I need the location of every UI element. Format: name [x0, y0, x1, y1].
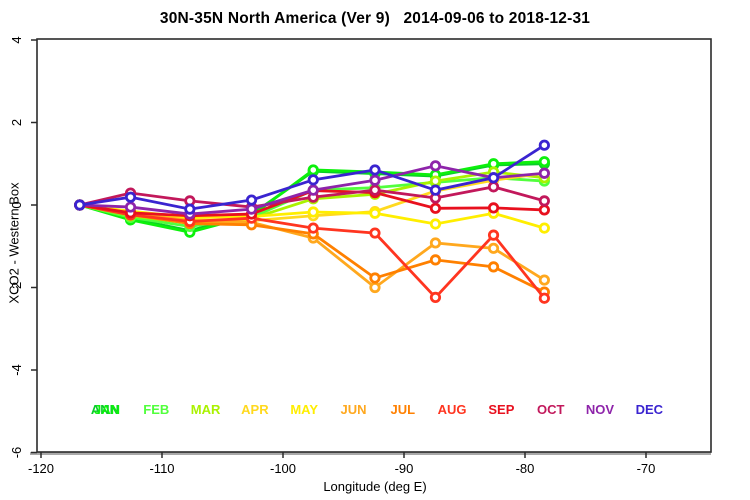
x-tick-label: -70	[637, 461, 656, 476]
y-tick-label: -4	[9, 364, 24, 376]
y-tick-label: -2	[9, 282, 24, 294]
marker-JUL	[487, 261, 500, 273]
marker-DEC	[538, 139, 550, 151]
legend-month-SEP: SEP	[488, 402, 514, 417]
x-tick-label: -120	[28, 461, 54, 476]
x-tick-label: -110	[149, 461, 174, 476]
y-tick-label: 4	[9, 36, 24, 43]
marker-JAN	[538, 156, 550, 168]
marker-DEC	[429, 184, 442, 196]
marker-NOV	[538, 167, 550, 179]
y-tick-label: 0	[9, 201, 24, 208]
marker-JUN	[538, 274, 550, 286]
legend-month-AUG: AUG	[438, 402, 467, 417]
marker-SEP	[487, 202, 500, 214]
legend-month-APR: APR	[241, 402, 269, 417]
legend-month-NOV: NOV	[586, 402, 615, 417]
marker-JUL	[369, 272, 381, 284]
marker-MAY	[429, 218, 442, 230]
marker-MAY	[538, 222, 550, 234]
marker-MAY	[307, 206, 319, 218]
marker-AUG	[307, 222, 319, 234]
y-tick-label: 2	[9, 119, 24, 126]
marker-AUG	[538, 292, 550, 304]
marker-AUG	[429, 291, 442, 303]
marker-DEC	[74, 199, 86, 211]
marker-NOV	[124, 201, 137, 213]
legend-month-JUL: JUL	[391, 402, 416, 417]
legend-month-JUN: JUN	[340, 402, 366, 417]
x-tick-label: -80	[516, 461, 535, 476]
marker-MAR	[429, 175, 442, 187]
marker-NOV	[307, 184, 319, 196]
x-tick-label: -100	[270, 461, 296, 476]
chart-title: 30N-35N North America (Ver 9) 2014-09-06…	[159, 10, 591, 27]
plot-box	[36, 38, 712, 453]
marker-JUN	[487, 242, 500, 254]
marker-DEC	[245, 194, 258, 206]
legend-month-OCT: OCT	[537, 402, 565, 417]
marker-OCT	[538, 195, 550, 207]
marker-SEP	[429, 202, 442, 214]
marker-NOV	[429, 160, 442, 172]
marker-DEC	[487, 172, 500, 184]
marker-JUN	[369, 281, 381, 294]
marker-JUN	[429, 237, 442, 249]
legend-month-ANN: ANN	[91, 402, 119, 417]
marker-DEC	[124, 191, 137, 203]
legend-month-DEC: DEC	[636, 402, 664, 417]
marker-OCT	[487, 181, 500, 193]
marker-OCT	[369, 184, 381, 196]
y-tick-label: -6	[9, 447, 24, 459]
marker-MAY	[369, 207, 381, 219]
legend-month-FEB: FEB	[143, 402, 169, 417]
x-axis-label: Longitude (deg E)	[323, 479, 427, 494]
marker-NOV	[245, 203, 258, 215]
legend-month-MAR: MAR	[191, 402, 221, 417]
marker-DEC	[369, 164, 381, 176]
marker-AUG	[369, 227, 381, 239]
marker-NOV	[369, 174, 381, 186]
legend-month-JAN: JAN	[94, 402, 120, 417]
legend-month-MAY: MAY	[290, 402, 318, 417]
marker-DEC	[307, 174, 319, 186]
marker-JUL	[429, 254, 442, 266]
marker-AUG	[487, 229, 500, 241]
x-tick-label: -90	[395, 461, 414, 476]
marker-JAN	[307, 164, 319, 176]
marker-SEP	[538, 204, 550, 216]
marker-DEC	[184, 203, 196, 215]
